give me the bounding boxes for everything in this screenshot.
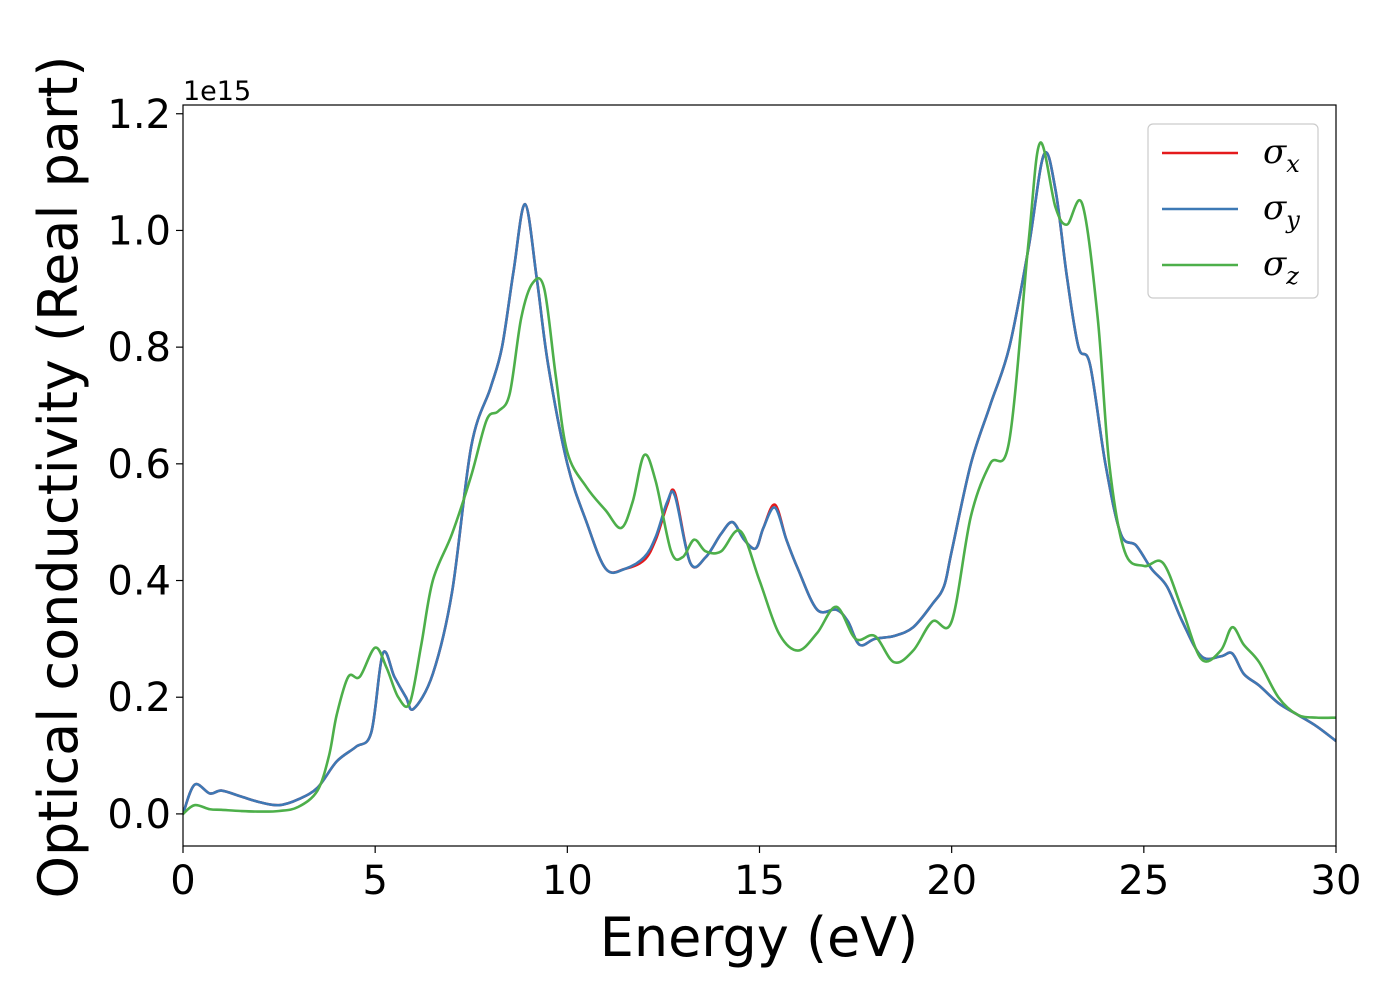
y-tick-label: 0.6 [107, 442, 171, 488]
x-tick-label: 25 [1118, 858, 1169, 904]
y-offset-label: 1e15 [183, 76, 251, 107]
y-axis-label: Optical conductivity (Real part) [27, 56, 90, 899]
x-axis-label: Energy (eV) [600, 906, 919, 969]
x-tick-label: 30 [1311, 858, 1362, 904]
legend-label-y: σy [1263, 188, 1300, 234]
x-tick-label: 15 [734, 858, 785, 904]
legend-subscript: y [1285, 206, 1300, 234]
legend-subscript: z [1285, 262, 1299, 290]
legend-subscript: x [1286, 150, 1300, 178]
x-tick-label: 10 [542, 858, 593, 904]
x-tick-label: 5 [362, 858, 387, 904]
legend-label-x: σx [1263, 132, 1300, 178]
y-tick-label: 0.2 [107, 675, 171, 721]
legend-box [1147, 123, 1319, 299]
x-axis-ticks: 0 5 10 15 20 25 30 [170, 846, 1361, 904]
legend-label-z: σz [1263, 244, 1299, 290]
legend-symbol: σ [1263, 132, 1287, 172]
y-axis-ticks: 0.0 0.2 0.4 0.6 0.8 1.0 1.2 [107, 92, 183, 838]
x-tick-label: 0 [170, 858, 195, 904]
y-tick-label: 1.0 [107, 208, 171, 254]
series-layer [183, 141, 1336, 816]
y-tick-label: 0.4 [107, 559, 171, 605]
series-line-z [183, 141, 1336, 816]
legend-symbol: σ [1263, 244, 1287, 284]
y-tick-label: 0.8 [107, 325, 171, 371]
legend-symbol: σ [1263, 188, 1287, 228]
y-tick-label: 0.0 [107, 792, 171, 838]
y-tick-label: 1.2 [107, 92, 171, 138]
x-tick-label: 20 [926, 858, 977, 904]
